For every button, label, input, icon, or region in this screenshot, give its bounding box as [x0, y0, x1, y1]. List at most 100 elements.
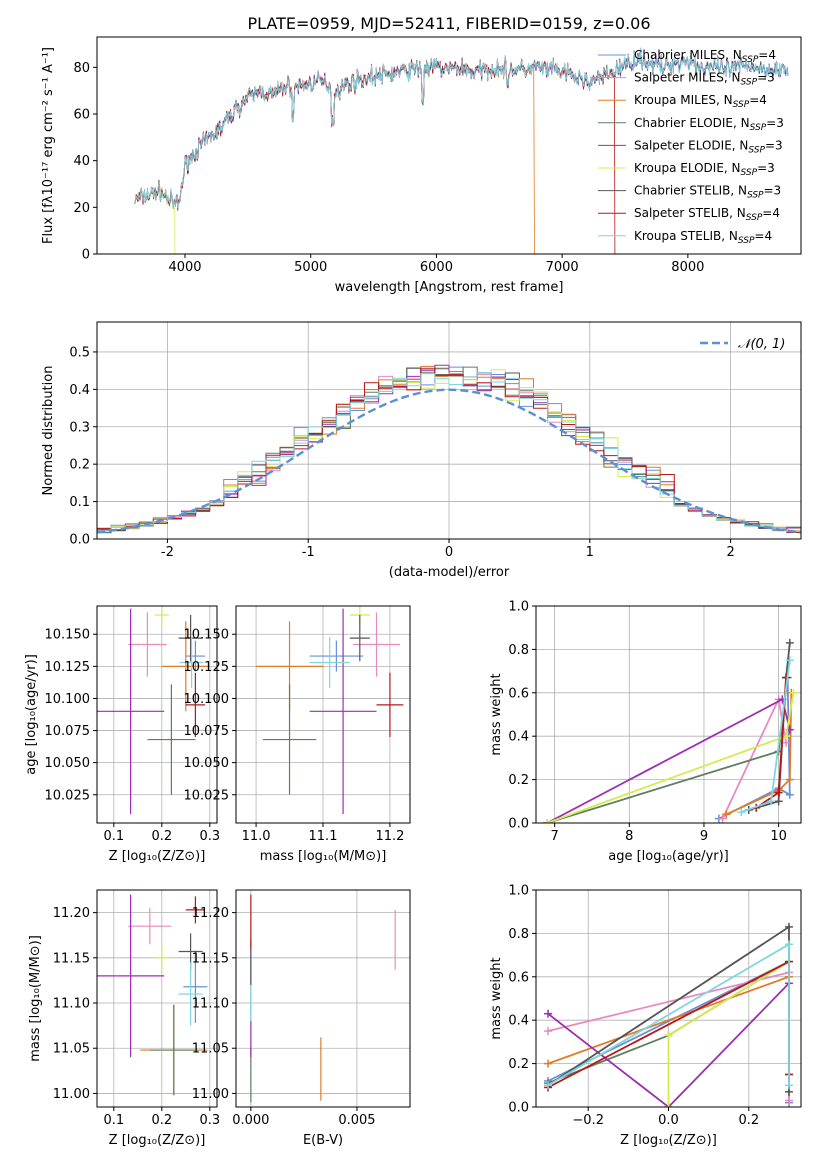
plot-area	[97, 606, 210, 815]
gridlines	[97, 606, 217, 823]
legend-entry: 𝒩(0, 1)	[738, 337, 785, 352]
x-axis-label: age [log₁₀(age/yr)]	[608, 849, 729, 864]
errorbar-kroupa-stelib	[179, 636, 204, 689]
y-tick-label: 11.20	[192, 906, 229, 921]
y-tick-label: 10.025	[45, 788, 91, 803]
y-tick-label: 10.100	[45, 692, 91, 707]
x-tick-label: 8	[625, 829, 633, 844]
y-axis-label: mass weight	[489, 957, 504, 1039]
y-tick-label: 0.4	[508, 1014, 529, 1029]
x-axis-label: wavelength [Angstrom, rest frame]	[335, 280, 564, 295]
errorbar-kroupa-stelib	[309, 636, 350, 689]
weight-series-kroupa-stelib	[737, 656, 794, 817]
figure-title: PLATE=0959, MJD=52411, FIBERID=0159, z=0…	[247, 14, 650, 33]
y-tick-label: 10.150	[184, 628, 230, 643]
plot-area	[97, 364, 801, 539]
legend-entry: Kroupa MILES, NSSP=4	[634, 93, 767, 110]
errorbar-salpeter-elodie	[97, 608, 165, 815]
y-tick-label: 0.4	[508, 730, 529, 745]
x-tick-label: −0.2	[572, 1113, 604, 1128]
y-axis-label: Normed distribution	[41, 366, 56, 496]
y-axis-label: mass weight	[489, 673, 504, 755]
x-axis-label: E(B-V)	[303, 1133, 343, 1148]
y-tick-label: 10.075	[45, 724, 91, 739]
errorbar-salpeter-miles	[128, 908, 172, 945]
y-tick-label: 0.2	[69, 458, 90, 473]
legend-entry: Chabrier MILES, NSSP=4	[634, 48, 776, 65]
errorbar-chabrier-stelib	[349, 614, 370, 662]
plot-area	[543, 638, 798, 823]
plot-area	[97, 894, 208, 1096]
axes-border	[96, 36, 802, 255]
y-tick-label: 0.1	[69, 495, 90, 510]
y-tick-label: 11.10	[192, 997, 229, 1012]
y-tick-label: 0.2	[508, 1057, 529, 1072]
errorbar-salpeter-miles	[128, 612, 167, 677]
errorbar-chabrier-elodie	[262, 684, 317, 795]
y-tick-label: 10.150	[45, 628, 91, 643]
y-tick-label: 10.100	[184, 692, 230, 707]
axes-frame: −0.2 0.0 0.2 0.0 0.2 0.4 0.6 0.8 1.0 Z [log₁₀(Z/Z…	[489, 884, 802, 1148]
y-tick-label: 10.025	[184, 788, 230, 803]
x-tick-label: 0.005	[338, 1113, 375, 1128]
x-tick-label: 0.3	[199, 1113, 220, 1128]
y-tick-label: 11.05	[53, 1042, 90, 1057]
weight-series-salpeter-stelib	[752, 673, 791, 812]
errorbar-salpeter-stelib	[185, 896, 205, 924]
axes-border	[535, 605, 802, 824]
x-tick-label: -1	[302, 545, 315, 560]
normal-curve	[97, 388, 801, 534]
x-tick-label: 10	[770, 829, 787, 844]
x-tick-label: 9	[700, 829, 708, 844]
y-tick-label: 0.2	[508, 773, 529, 788]
x-axis-label: Z [log₁₀(Z/Z⊙)]	[109, 1133, 206, 1148]
x-tick-label: 0.0	[658, 1113, 679, 1128]
weight-series-kroupa-elodie	[543, 688, 798, 823]
age-vs-metallicity-panel: 0.1 0.2 0.3 10.025 10.050 10.075 10.100 10.125 1…	[24, 605, 220, 864]
y-tick-label: 0.6	[508, 970, 529, 985]
spectrum-panel: 4000 5000 6000 7000 8000 0 20 40 60 80 wavelength …	[41, 36, 802, 295]
x-axis-label: (data-model)/error	[389, 565, 510, 580]
axes-frame: 7 8 9 10 0.0 0.2 0.4 0.6 0.8 1.0 age [log₁₀(age/yr…	[489, 600, 802, 864]
x-tick-label: 0.3	[199, 829, 220, 844]
weight-series-kroupa-stelib	[544, 940, 793, 1090]
axes-border	[96, 605, 218, 824]
x-tick-label: 6000	[420, 260, 453, 275]
errorbar-kroupa-miles	[161, 621, 210, 712]
errorbar-chabrier-stelib	[178, 614, 203, 662]
legend-entry: Salpeter MILES, NSSP=3	[634, 71, 775, 88]
errorbar-kroupa-stelib	[178, 962, 203, 1026]
x-tick-label: 0	[445, 545, 453, 560]
x-tick-label: -2	[161, 545, 174, 560]
y-tick-label: 11.15	[53, 951, 90, 966]
legend-entry: Chabrier STELIB, NSSP=3	[634, 184, 781, 201]
y-tick-label: 11.20	[53, 906, 90, 921]
axes-frame: 11.0 11.1 11.2 10.025 10.050 10.075 10.100 10.1…	[184, 605, 411, 864]
y-tick-label: 0.8	[508, 643, 529, 658]
y-tick-label: 10.050	[184, 756, 230, 771]
errorbar-chabrier-elodie	[147, 684, 196, 795]
y-tick-label: 0.5	[69, 345, 90, 360]
x-axis-label: Z [log₁₀(Z/Z⊙)]	[109, 849, 206, 864]
y-tick-label: 11.05	[192, 1042, 229, 1057]
axes-frame: 4000 5000 6000 7000 8000 0 20 40 60 80 wavelength …	[41, 36, 802, 295]
x-tick-label: 11.2	[375, 829, 404, 844]
y-tick-label: 10.050	[45, 756, 91, 771]
spectrum-line-kroupa-stelib	[134, 48, 789, 209]
y-tick-label: 11.10	[53, 997, 90, 1012]
y-tick-label: 0.0	[508, 817, 529, 832]
y-tick-label: 0.0	[508, 1101, 529, 1116]
legend-entry: Salpeter ELODIE, NSSP=3	[634, 138, 783, 155]
axes-border	[235, 889, 411, 1108]
errorbar-chabrier-miles	[309, 640, 364, 672]
residuals-legend: 𝒩(0, 1)	[700, 337, 785, 352]
y-tick-label: 20	[73, 201, 90, 216]
x-tick-label: 0.1	[103, 829, 124, 844]
y-tick-label: 11.15	[192, 951, 229, 966]
x-axis-label: mass [log₁₀(M/M⊙)]	[260, 849, 387, 864]
axes-frame: 0.1 0.2 0.3 11.00 11.05 11.10 11.15 11.20 Z [log…	[28, 889, 220, 1148]
y-tick-label: 0	[82, 248, 90, 263]
y-tick-label: 10.075	[184, 724, 230, 739]
y-tick-label: 0.8	[508, 927, 529, 942]
y-tick-label: 11.00	[53, 1087, 90, 1102]
